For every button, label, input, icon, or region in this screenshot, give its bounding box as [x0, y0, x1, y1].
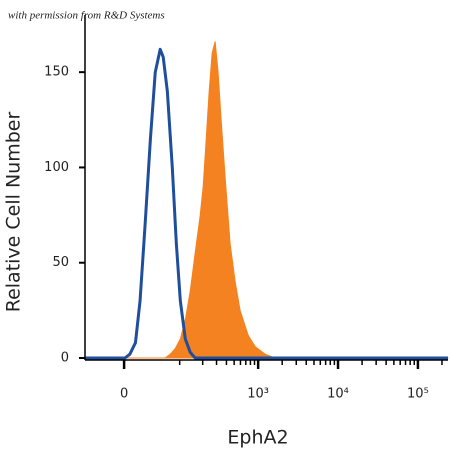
annotation: with permission from R&D Systems: [8, 10, 165, 22]
x-tick-label: 0: [120, 387, 128, 402]
histogram-area: [84, 41, 449, 359]
y-axis-title: Relative Cell Number: [3, 112, 25, 313]
x-axis-title: EphA2: [227, 427, 288, 449]
y-tick-label: 100: [44, 160, 69, 175]
y-tick-label: 50: [52, 255, 69, 270]
y-tick-label: 150: [44, 65, 69, 80]
y-tick-label: 0: [61, 351, 69, 366]
histogram-line: [85, 47, 448, 360]
x-tick-label: 10⁴: [327, 387, 349, 402]
x-tick-label: 10³: [247, 387, 269, 402]
x-tick-label: 10⁵: [407, 387, 429, 402]
